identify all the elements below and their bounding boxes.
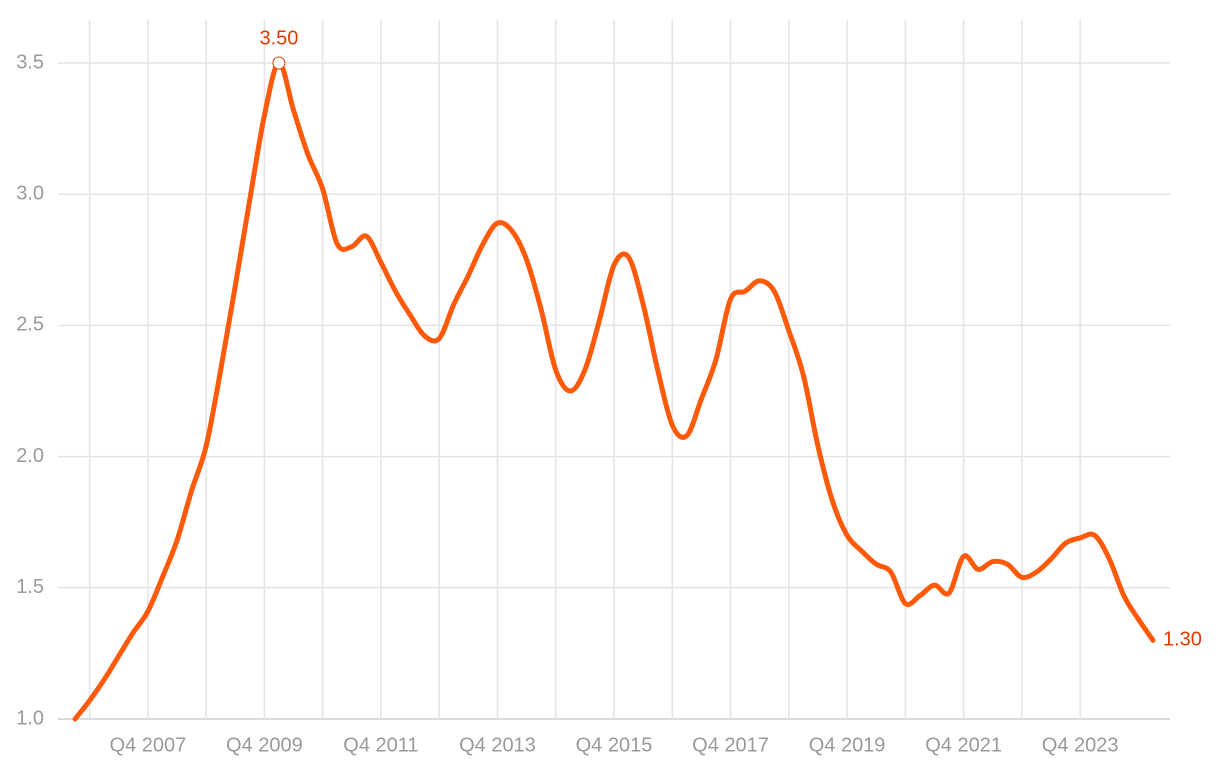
x-tick-label: Q4 2009 <box>226 734 303 756</box>
x-tick-label: Q4 2013 <box>459 734 536 756</box>
peak-marker <box>272 56 286 70</box>
y-tick-label: 3.5 <box>16 51 44 73</box>
data-label: 3.50 <box>259 27 298 49</box>
line <box>72 60 1156 722</box>
x-tick-label: Q4 2017 <box>692 734 769 756</box>
y-tick-label: 1.5 <box>16 576 44 598</box>
x-tick-label: Q4 2023 <box>1042 734 1119 756</box>
y-tick-label: 2.0 <box>16 445 44 467</box>
x-tick-label: Q4 2007 <box>109 734 186 756</box>
data-label: 1.30 <box>1163 629 1202 651</box>
y-tick-label: 2.5 <box>16 314 44 336</box>
y-tick-label: 1.0 <box>16 707 44 729</box>
x-tick-label: Q4 2011 <box>343 734 418 756</box>
x-tick-label: Q4 2021 <box>925 734 1002 756</box>
x-tick-label: Q4 2019 <box>809 734 886 756</box>
x-tick-label: Q4 2015 <box>576 734 653 756</box>
y-tick-label: 3.0 <box>16 182 44 204</box>
